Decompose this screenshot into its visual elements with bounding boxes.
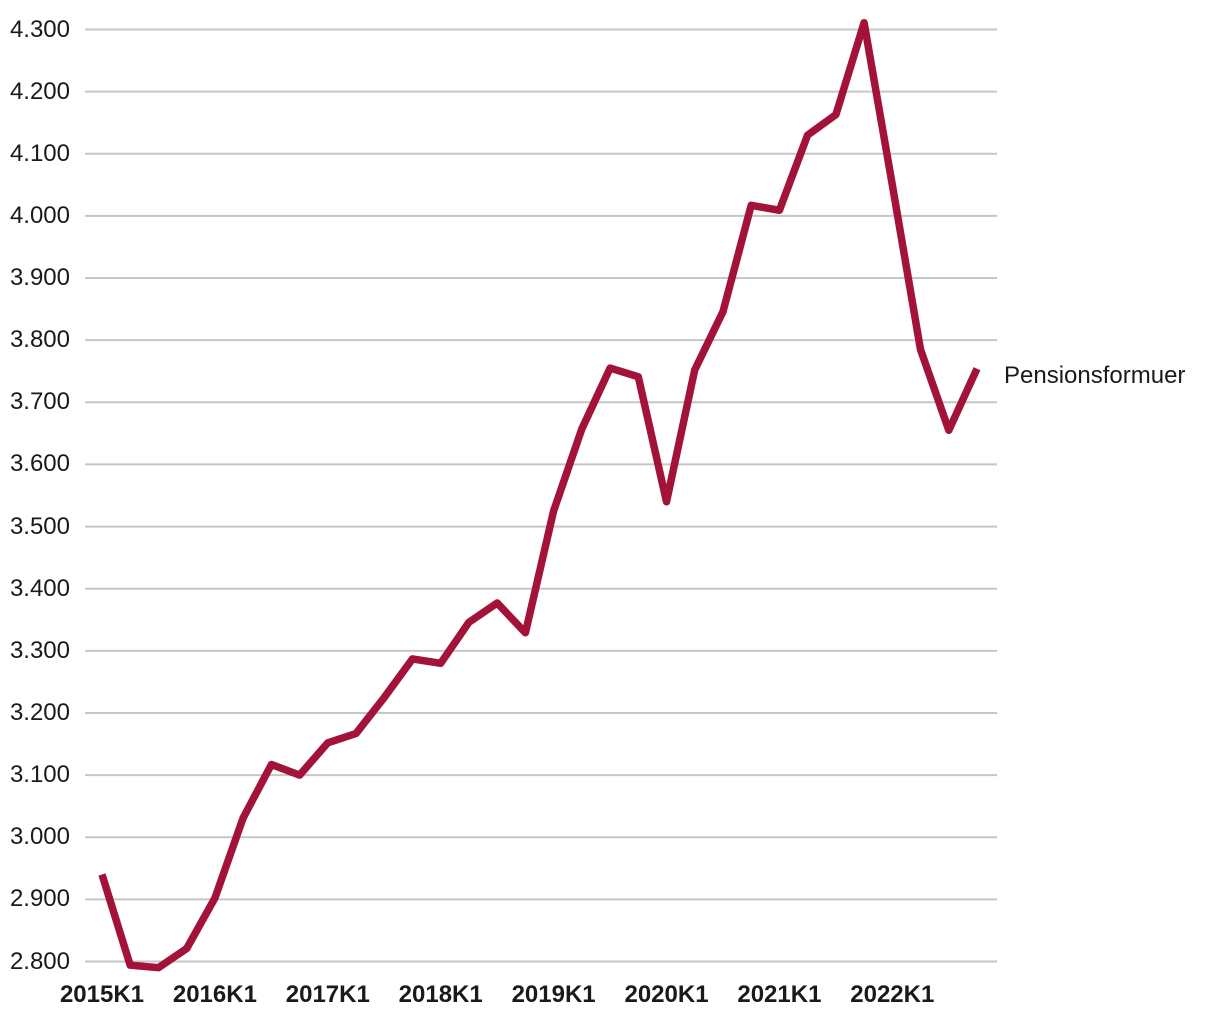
- pensionsformuer-line: [98, 18, 981, 972]
- y-axis-tick-label: 4.100: [9, 139, 70, 167]
- y-axis-tick-label: 3.700: [9, 388, 70, 416]
- x-axis-tick-label: 2017K1: [285, 981, 370, 1008]
- y-axis-tick-label: 3.600: [9, 450, 70, 478]
- y-axis-tick-label: 4.000: [9, 201, 70, 229]
- y-axis-tick-label: 4.300: [9, 15, 70, 43]
- x-axis-tick-label: 2015K1: [59, 981, 145, 1008]
- y-axis-tick-label: 3.200: [9, 698, 70, 726]
- y-axis-tick-label: 3.300: [9, 636, 70, 664]
- y-axis-tick-label: 4.200: [9, 77, 70, 105]
- x-axis-tick-label: 2020K1: [624, 981, 709, 1008]
- series-label: Pensionsformuer: [1004, 361, 1186, 389]
- y-axis-tick-label: 2.900: [9, 885, 70, 913]
- x-axis-tick-label: 2018K1: [398, 981, 483, 1008]
- x-axis-tick-label: 2021K1: [737, 981, 822, 1008]
- y-axis-tick-label: 3.800: [9, 326, 70, 354]
- y-axis-tick-label: 2.800: [9, 947, 70, 975]
- gridlines: [85, 28, 997, 963]
- y-axis-tick-label: 3.900: [9, 264, 70, 292]
- y-axis-tick-label: 3.000: [9, 823, 70, 851]
- x-axis-tick-label: 2016K1: [172, 981, 257, 1008]
- x-axis-tick-label: 2022K1: [850, 981, 935, 1008]
- y-axis-tick-label: 3.500: [9, 512, 70, 540]
- y-axis-tick-label: 3.400: [9, 574, 70, 602]
- y-axis-tick-label: 3.100: [9, 761, 70, 789]
- x-axis-tick-label: 2019K1: [511, 981, 596, 1008]
